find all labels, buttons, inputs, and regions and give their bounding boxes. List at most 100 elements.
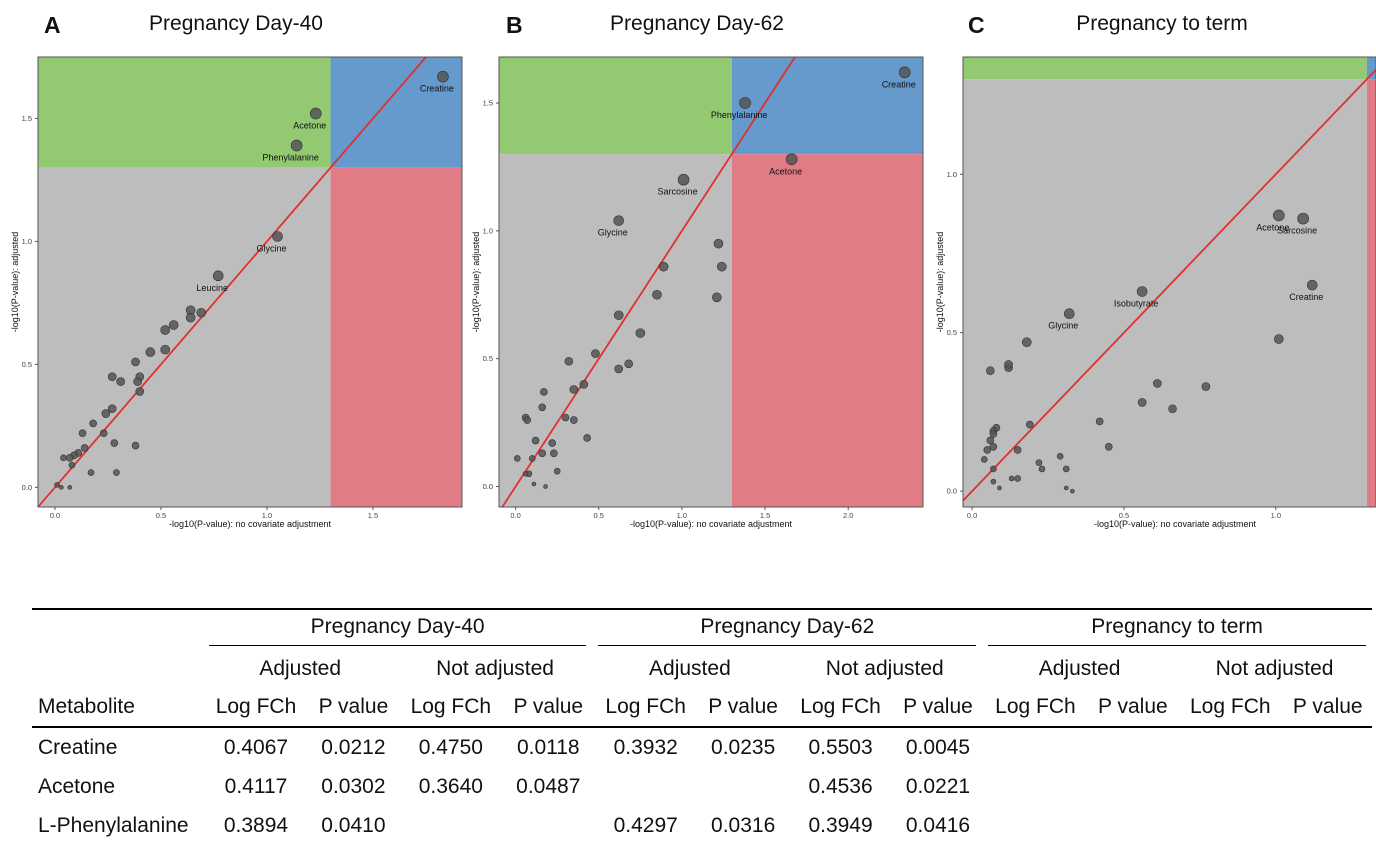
- column-header: Log FCh: [982, 688, 1089, 728]
- point-label: Glycine: [257, 244, 287, 254]
- group-header: Pregnancy Day-62: [592, 609, 982, 650]
- y-tick-label: 0.0: [22, 483, 32, 492]
- data-point: [997, 485, 1002, 491]
- point-label: Sarcosine: [1277, 226, 1317, 236]
- table-cell: 0.4297: [613, 813, 678, 837]
- data-point: [1063, 308, 1075, 319]
- data-point: [990, 478, 997, 485]
- point-label: Isobutyrate: [1114, 299, 1159, 309]
- x-tick-label: 2.0: [843, 511, 853, 520]
- table-cell: 0.5503: [808, 735, 873, 759]
- data-point: [528, 455, 536, 462]
- data-point: [658, 261, 669, 272]
- chart-title: Pregnancy Day-40: [149, 12, 323, 35]
- table-cell: 0.3894: [223, 813, 289, 837]
- data-point: [531, 481, 537, 487]
- data-point: [1026, 420, 1034, 429]
- data-point: [739, 97, 751, 109]
- data-point: [1056, 452, 1064, 460]
- y-tick-label: 1.5: [22, 114, 32, 123]
- data-point: [550, 449, 558, 458]
- table-cell: [592, 767, 698, 806]
- data-point: [185, 312, 196, 323]
- region-top-right: [1366, 57, 1376, 80]
- x-tick-label: 0.5: [156, 511, 166, 520]
- chart-panel-b: Creatine Phenylalanine Acetone Sarcosine Gly…: [471, 12, 924, 529]
- x-tick-label: 0.0: [50, 511, 60, 520]
- table-cell: [398, 806, 504, 845]
- data-point: [548, 439, 557, 447]
- subgroup-header: Not adjusted: [825, 657, 944, 680]
- table-cell: 0.4750: [418, 735, 483, 759]
- data-point: [989, 430, 998, 438]
- data-point: [135, 387, 145, 396]
- data-point: [553, 467, 561, 475]
- data-point: [309, 107, 322, 120]
- group-header: Pregnancy Day-40: [203, 609, 593, 650]
- data-point: [160, 325, 170, 335]
- chart-panel-a: Creatine Acetone Phenylalanine Glycine Leuci…: [10, 12, 463, 529]
- table-row: Acetone 0.4117 0.0302 0.3640 0.0487 0.45…: [32, 767, 1372, 806]
- point-label: Acetone: [1256, 222, 1289, 232]
- table-cell: 0.0221: [905, 774, 971, 798]
- data-point: [986, 436, 995, 445]
- data-point: [1306, 279, 1318, 291]
- plot-frame: [962, 56, 1376, 508]
- data-point: [986, 366, 995, 376]
- data-point: [89, 419, 97, 428]
- metabolite-name: Creatine: [38, 735, 118, 759]
- region-top-left: [499, 57, 732, 155]
- y-tick-label: 1.5: [483, 99, 493, 108]
- table-group-header-row: Pregnancy Day-40 Pregnancy Day-62 Pregna…: [32, 609, 1372, 650]
- x-tick-label: 0.5: [594, 511, 604, 520]
- point-label: Creatine: [420, 84, 454, 94]
- table-cell: 0.0212: [321, 735, 386, 759]
- data-point: [540, 388, 548, 396]
- subgroup-header: Adjusted: [259, 657, 342, 680]
- data-point: [983, 446, 992, 454]
- plot-area: Creatine Phenylalanine Acetone Sarcosine Gly…: [499, 57, 923, 507]
- x-tick-label: 0.5: [1119, 511, 1129, 520]
- point-label: Glycine: [1048, 321, 1078, 331]
- y-tick-label: 1.0: [947, 170, 957, 179]
- column-header: Log FCh: [1177, 688, 1284, 728]
- data-point: [713, 238, 724, 249]
- data-point: [160, 344, 170, 355]
- x-tick-label: 1.0: [1271, 511, 1281, 520]
- data-point: [570, 416, 578, 424]
- data-point: [613, 215, 625, 226]
- table-cell: [1284, 767, 1372, 806]
- data-point: [1008, 475, 1015, 482]
- data-point: [624, 359, 633, 369]
- table-cell: [1284, 806, 1372, 845]
- data-point: [68, 461, 76, 469]
- data-point: [1035, 459, 1043, 466]
- table-cell: 0.0410: [321, 813, 386, 837]
- table-cell: 0.3949: [808, 813, 873, 837]
- x-tick-label: 1.0: [677, 511, 687, 520]
- data-point: [523, 416, 532, 424]
- y-tick-label: 1.0: [483, 226, 493, 235]
- data-point: [1004, 360, 1013, 369]
- data-point: [561, 413, 570, 422]
- table-cell: 0.0235: [711, 735, 776, 759]
- data-point: [635, 328, 646, 338]
- subgroup-header: Adjusted: [649, 657, 731, 680]
- table-cell: [699, 767, 787, 806]
- table-cell: 0.0316: [711, 813, 776, 837]
- data-point: [212, 270, 224, 282]
- data-point: [1104, 442, 1113, 451]
- column-header: P value: [1283, 688, 1372, 728]
- identity-line: [501, 57, 797, 507]
- data-point: [898, 66, 911, 79]
- point-label: Glycine: [598, 228, 628, 238]
- data-point: [1273, 209, 1285, 222]
- data-point: [677, 173, 690, 186]
- subgroup-header: Adjusted: [1038, 657, 1121, 680]
- data-point: [579, 379, 589, 389]
- data-point: [1070, 488, 1075, 494]
- y-tick-label: 0.5: [483, 354, 493, 363]
- point-label: Creatine: [882, 79, 916, 89]
